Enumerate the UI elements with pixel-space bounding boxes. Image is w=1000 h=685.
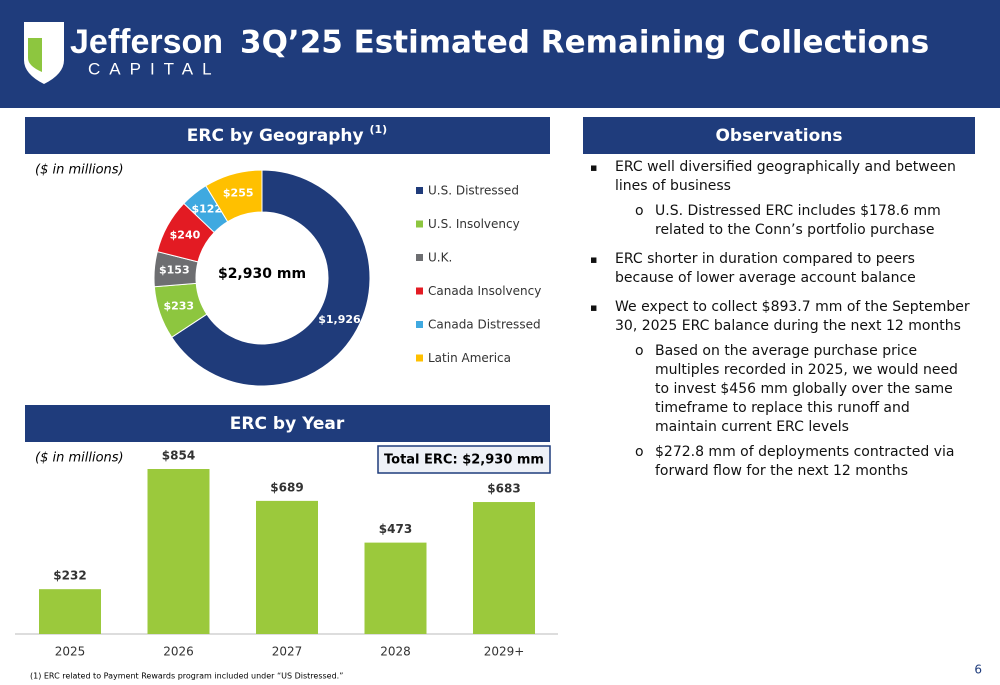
x-tick-label: 2025	[55, 645, 86, 659]
annotation: Total ERC: $2,930 mm	[384, 453, 544, 468]
data-label: $473	[379, 522, 412, 536]
bar	[147, 469, 210, 634]
data-label: $255	[223, 186, 254, 199]
legend-label: U.K.	[428, 251, 452, 265]
legend-label: U.S. Insolvency	[428, 217, 520, 231]
data-label: $689	[270, 480, 303, 494]
legend-label: U.S. Distressed	[428, 184, 519, 198]
data-label: $683	[487, 482, 520, 496]
data-label: $122	[191, 202, 222, 215]
logo-sub: CAPITAL	[88, 59, 221, 78]
observation: We expect to collect $893.7 mm of the Se…	[590, 298, 975, 481]
logo-name: Jefferson	[70, 23, 223, 61]
data-label: $153	[159, 264, 190, 277]
header-band	[0, 0, 1000, 108]
chart-subtitle: ($ in millions)	[35, 163, 124, 178]
page-number: 6	[974, 663, 982, 677]
data-label: $233	[163, 300, 194, 313]
sub-observation: U.S. Distressed ERC includes $178.6 mm r…	[635, 202, 975, 240]
chart-subtitle: ($ in millions)	[35, 451, 124, 466]
legend-swatch	[416, 321, 423, 328]
legend-swatch	[416, 287, 423, 295]
donut-segment	[171, 169, 371, 387]
x-tick-label: 2027	[272, 645, 303, 659]
legend-swatch	[416, 254, 423, 261]
legend-swatch	[416, 354, 423, 362]
data-label: $854	[162, 449, 195, 463]
logo-shield-accent	[28, 38, 42, 72]
legend-swatch	[416, 187, 423, 194]
x-tick-label: 2028	[380, 645, 411, 659]
center-label: $2,930 mm	[218, 266, 306, 282]
data-label: $232	[53, 569, 86, 583]
sub-observation: Based on the average purchase price mult…	[635, 342, 975, 437]
logo-shield	[24, 22, 64, 84]
legend-label: Canada Insolvency	[428, 284, 541, 298]
title-note: (1)	[370, 123, 388, 136]
donut-segment	[205, 169, 263, 223]
slide-title: 3Q’25 Estimated Remaining Collections	[240, 25, 929, 61]
annotation-box	[377, 445, 551, 474]
observation: ERC shorter in duration compared to peer…	[590, 250, 975, 288]
bar	[473, 502, 535, 634]
bar	[256, 500, 318, 634]
legend-swatch	[416, 220, 423, 228]
legend-label: Canada Distressed	[428, 318, 541, 332]
panel-header	[25, 405, 550, 442]
panel-title-text: ERC by Geography	[187, 126, 364, 146]
data-label: $1,926	[318, 313, 361, 326]
observation-text: ERC shorter in duration compared to peer…	[615, 251, 916, 286]
bar	[364, 542, 427, 634]
panel-title: Observations	[715, 126, 842, 146]
panel-header	[25, 117, 550, 154]
observation: ERC well diversified geographically and …	[590, 158, 975, 240]
observation-text: ERC well diversified geographically and …	[615, 159, 956, 194]
observations: ERC well diversified geographically and …	[590, 158, 975, 491]
footnote: (1) ERC related to Payment Rewards progr…	[30, 672, 343, 681]
legend-label: Latin America	[428, 351, 511, 365]
panel-title: ERC by Year	[230, 414, 345, 434]
bar	[39, 589, 101, 634]
observation-text: We expect to collect $893.7 mm of the Se…	[615, 299, 970, 334]
panel-header	[583, 117, 975, 154]
x-tick-label: 2029+	[484, 645, 525, 659]
sub-observation: $272.8 mm of deployments contracted via …	[635, 443, 975, 481]
panel-title: ERC by Geography (1)	[187, 123, 387, 146]
x-tick-label: 2026	[163, 645, 194, 659]
data-label: $240	[170, 228, 201, 241]
